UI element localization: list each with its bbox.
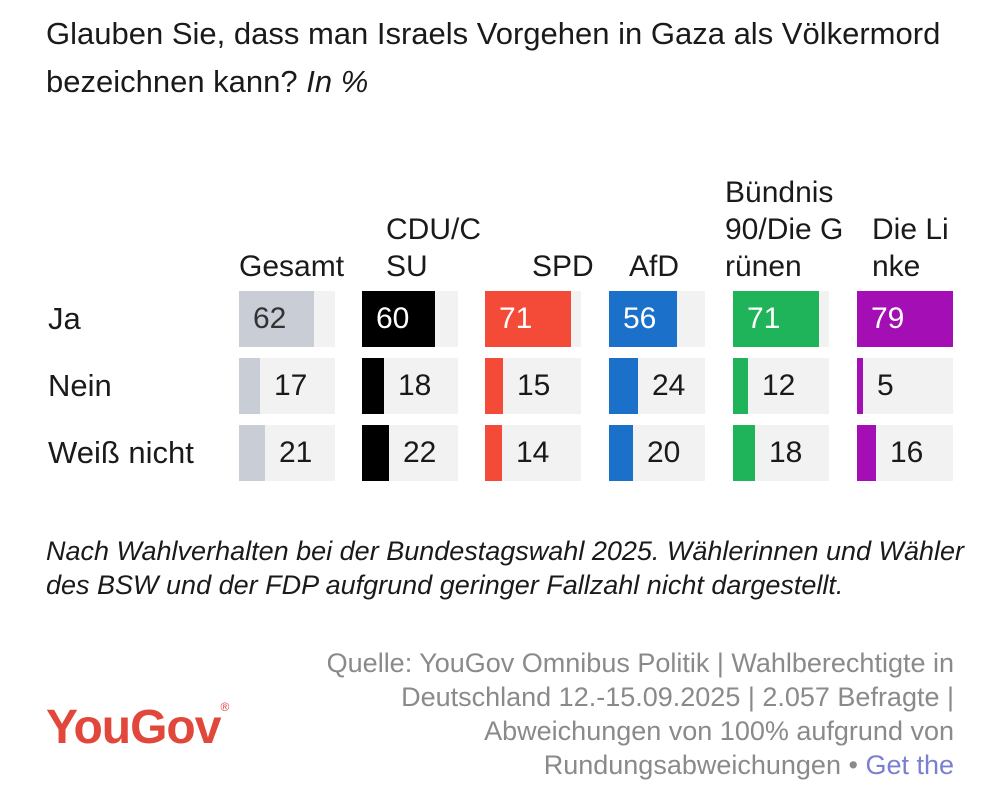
value-label-0-4: 71 [747,302,781,335]
bar-0-5 [857,291,953,347]
row-label-1: Nein [48,368,112,403]
value-label-0-2: 71 [499,302,533,335]
bar-2-4 [733,425,755,481]
value-label-0-0: 62 [253,302,287,335]
bar-1-4 [733,358,748,414]
title-text: Glauben Sie, dass man Israels Vorgehen i… [46,16,941,99]
cell-2-3: 20 [609,425,705,481]
cell-2-0: 21 [239,425,335,481]
cell-1-1: 18 [362,358,458,414]
cell-1-0: 17 [239,358,335,414]
cell-0-1: 60 [362,291,458,347]
cell-2-4: 18 [733,425,829,481]
cell-0-0: 62 [239,291,335,347]
cell-1-3: 24 [609,358,705,414]
bar-1-1 [362,358,384,414]
source-description: Quelle: YouGov Omnibus Politik | Wahlber… [326,648,954,780]
bar-1-2 [485,358,503,414]
cell-0-2: 71 [485,291,581,347]
bar-0-0 [239,291,314,347]
value-label-2-2: 14 [516,436,550,469]
bar-0-2 [485,291,571,347]
column-header-0: Gesamt [239,250,345,283]
bar-0-4 [733,291,819,347]
column-header-4: Bündnis 90/Die Grünen [725,176,844,283]
bar-2-0 [239,425,265,481]
value-label-2-0: 21 [279,436,313,469]
value-label-1-4: 12 [762,369,796,402]
value-label-1-5: 5 [877,369,894,402]
yougov-logo: YouGov® [46,700,229,755]
bar-2-2 [485,425,502,481]
value-label-0-5: 79 [871,302,905,335]
cell-0-4: 71 [733,291,829,347]
bar-2-1 [362,425,389,481]
column-header-2: SPD [532,250,594,283]
column-header-5: Die Linke [872,213,949,283]
chart-title: Glauben Sie, dass man Israels Vorgehen i… [46,10,946,106]
cell-2-5: 16 [857,425,953,481]
bar-2-3 [609,425,633,481]
value-label-2-5: 16 [890,436,924,469]
logo-text: YouGov [46,701,221,754]
bar-1-0 [239,358,260,414]
title-unit: In % [306,64,369,99]
get-the-data-link[interactable]: Get the [865,750,954,780]
source-text: Quelle: YouGov Omnibus Politik | Wahlber… [234,646,954,782]
cell-0-5: 79 [857,291,953,347]
value-label-0-1: 60 [376,302,410,335]
value-label-0-3: 56 [623,302,657,335]
cell-1-2: 15 [485,358,581,414]
cell-2-2: 14 [485,425,581,481]
value-label-1-1: 18 [398,369,432,402]
footnote: Nach Wahlverhalten bei der Bundestagswah… [46,536,965,600]
bar-2-5 [857,425,876,481]
value-label-2-1: 22 [403,436,437,469]
bar-0-3 [609,291,677,347]
cell-1-4: 12 [733,358,829,414]
bar-0-1 [362,291,435,347]
bar-1-3 [609,358,638,414]
value-label-1-0: 17 [274,369,308,402]
logo-registered-mark: ® [220,700,229,714]
column-header-3: AfD [629,250,680,283]
value-label-1-2: 15 [517,369,551,402]
cell-0-3: 56 [609,291,705,347]
row-label-0: Ja [48,301,81,336]
row-label-2: Weiß nicht [48,435,194,470]
cell-1-5: 5 [857,358,953,414]
cell-2-1: 22 [362,425,458,481]
value-label-2-3: 20 [647,436,681,469]
bar-1-5 [857,358,863,414]
value-label-1-3: 24 [652,369,686,402]
column-header-1: CDU/CSU [386,213,481,283]
value-label-2-4: 18 [769,436,803,469]
